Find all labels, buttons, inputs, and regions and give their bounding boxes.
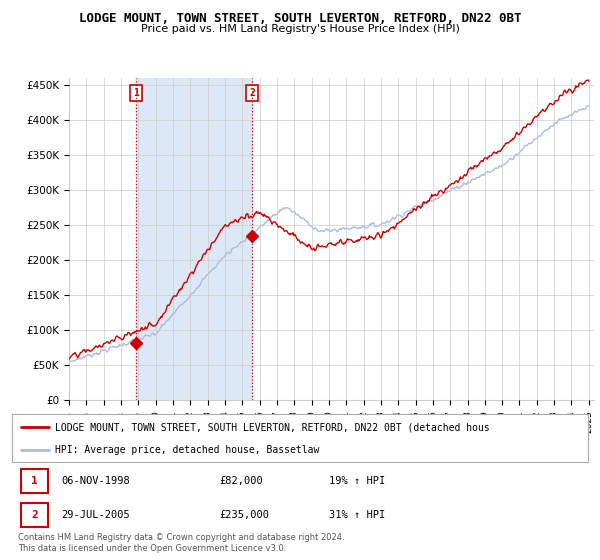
FancyBboxPatch shape [20, 503, 48, 528]
FancyBboxPatch shape [20, 469, 48, 493]
Text: 2: 2 [249, 88, 255, 98]
Text: £235,000: £235,000 [220, 510, 269, 520]
Text: 29-JUL-2005: 29-JUL-2005 [61, 510, 130, 520]
Text: 31% ↑ HPI: 31% ↑ HPI [329, 510, 385, 520]
Text: Contains HM Land Registry data © Crown copyright and database right 2024.
This d: Contains HM Land Registry data © Crown c… [18, 533, 344, 553]
Text: 1: 1 [31, 476, 38, 486]
Text: 06-NOV-1998: 06-NOV-1998 [61, 476, 130, 486]
Bar [136, 78, 252, 400]
Text: 19% ↑ HPI: 19% ↑ HPI [329, 476, 385, 486]
Text: LODGE MOUNT, TOWN STREET, SOUTH LEVERTON, RETFORD, DN22 0BT (detached hous: LODGE MOUNT, TOWN STREET, SOUTH LEVERTON… [55, 422, 490, 432]
Text: Price paid vs. HM Land Registry's House Price Index (HPI): Price paid vs. HM Land Registry's House … [140, 24, 460, 34]
Text: 2: 2 [31, 510, 38, 520]
Text: 1: 1 [133, 88, 139, 98]
Text: £82,000: £82,000 [220, 476, 263, 486]
Text: HPI: Average price, detached house, Bassetlaw: HPI: Average price, detached house, Bass… [55, 445, 320, 455]
Text: LODGE MOUNT, TOWN STREET, SOUTH LEVERTON, RETFORD, DN22 0BT: LODGE MOUNT, TOWN STREET, SOUTH LEVERTON… [79, 12, 521, 25]
